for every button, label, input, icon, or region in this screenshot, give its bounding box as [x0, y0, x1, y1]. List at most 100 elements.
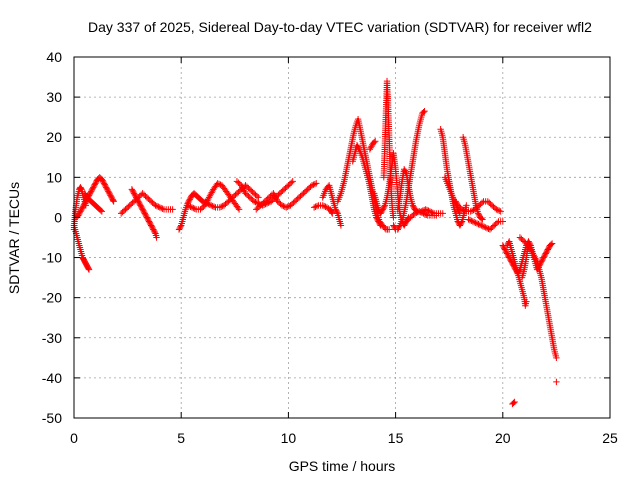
data-point-marker	[235, 179, 242, 186]
data-point-marker	[370, 139, 378, 146]
data-point-marker	[248, 187, 255, 194]
data-point-marker	[403, 218, 410, 225]
data-point-marker	[99, 177, 106, 184]
data-point-marker	[100, 178, 107, 186]
data-point-marker	[206, 201, 213, 208]
data-point-marker	[248, 195, 255, 202]
data-point-marker	[475, 211, 483, 218]
data-point-marker	[122, 206, 129, 213]
data-point-marker	[456, 210, 464, 217]
data-point-marker	[484, 198, 491, 205]
data-point-marker	[401, 167, 409, 174]
data-point-marker	[417, 208, 424, 216]
data-point-marker	[156, 204, 163, 211]
data-point-marker	[482, 224, 489, 231]
data-point-marker	[372, 138, 379, 145]
data-point-marker	[152, 202, 159, 209]
data-point-marker	[143, 214, 151, 221]
data-point-marker	[377, 210, 384, 217]
data-point-marker	[300, 190, 307, 197]
data-point-marker	[376, 220, 384, 228]
data-point-marker	[303, 187, 310, 194]
data-point-marker	[246, 186, 254, 193]
data-point-marker	[242, 190, 249, 197]
data-point-marker	[312, 203, 319, 210]
data-point-marker	[409, 202, 416, 209]
data-point-marker	[478, 222, 485, 229]
data-point-marker	[490, 203, 497, 210]
data-point-marker	[473, 220, 481, 227]
data-point-marker	[141, 210, 148, 217]
y-tick-label: 30	[46, 89, 62, 105]
data-point-marker	[530, 251, 537, 259]
data-point-marker	[487, 200, 494, 208]
data-point-marker	[117, 210, 125, 217]
data-point-marker	[149, 224, 156, 232]
data-point-marker	[355, 144, 362, 152]
data-point-marker	[489, 223, 496, 231]
data-point-marker	[140, 207, 147, 214]
data-point-marker	[215, 180, 223, 188]
data-point-marker	[147, 198, 155, 205]
data-point-marker	[252, 198, 259, 206]
data-point-marker	[401, 220, 409, 228]
data-point-marker	[175, 226, 183, 233]
data-point-marker	[453, 199, 460, 206]
y-tick-label: 10	[46, 169, 62, 185]
data-point-marker	[185, 197, 193, 204]
data-point-marker	[243, 191, 251, 198]
data-point-marker	[148, 223, 156, 231]
data-point-marker	[405, 215, 413, 222]
data-point-marker	[433, 212, 440, 219]
data-point-marker	[390, 222, 397, 229]
data-point-marker	[147, 222, 155, 229]
data-point-marker	[420, 108, 427, 116]
data-point-marker	[497, 208, 504, 215]
data-point-marker	[145, 218, 153, 225]
data-point-marker	[547, 241, 555, 248]
data-point-marker	[423, 211, 430, 218]
data-point-marker	[456, 208, 463, 216]
data-point-marker	[491, 222, 498, 229]
data-point-marker	[288, 200, 296, 208]
data-point-marker	[238, 183, 246, 191]
data-point-marker	[214, 180, 221, 187]
data-point-marker	[407, 214, 414, 221]
data-point-marker	[531, 253, 538, 260]
data-point-marker	[429, 209, 436, 216]
y-tick-label: 40	[46, 49, 62, 65]
chart-title: Day 337 of 2025, Sidereal Day-to-day VTE…	[88, 19, 592, 35]
data-point-marker	[499, 218, 506, 225]
data-point-marker	[139, 190, 146, 197]
data-point-marker	[144, 215, 151, 222]
plot-frame	[73, 56, 611, 419]
data-point-marker	[87, 188, 95, 195]
data-point-marker	[120, 207, 128, 214]
data-point-marker	[258, 200, 266, 208]
data-point-marker	[142, 212, 150, 220]
data-point-marker	[493, 219, 501, 226]
data-point-marker	[139, 206, 146, 213]
data-point-marker	[151, 228, 158, 236]
data-point-marker	[202, 200, 209, 208]
data-point-marker	[233, 178, 241, 185]
data-point-marker	[301, 188, 309, 196]
data-point-marker	[283, 183, 291, 190]
data-point-marker	[270, 190, 277, 197]
x-tick-label: 15	[388, 430, 404, 446]
data-point-marker	[542, 250, 549, 257]
data-point-marker	[249, 188, 256, 196]
data-point-marker	[271, 193, 279, 200]
data-point-marker	[475, 220, 482, 228]
data-point-marker	[394, 226, 401, 233]
data-point-marker	[268, 198, 275, 205]
data-point-marker	[197, 206, 204, 213]
data-point-marker	[452, 198, 459, 205]
data-point-marker	[539, 255, 547, 263]
data-point-marker	[279, 187, 286, 194]
data-point-marker	[275, 199, 283, 206]
data-point-marker	[502, 247, 509, 255]
data-point-marker	[145, 195, 152, 202]
data-point-marker	[261, 198, 269, 205]
data-point-marker	[157, 204, 165, 212]
